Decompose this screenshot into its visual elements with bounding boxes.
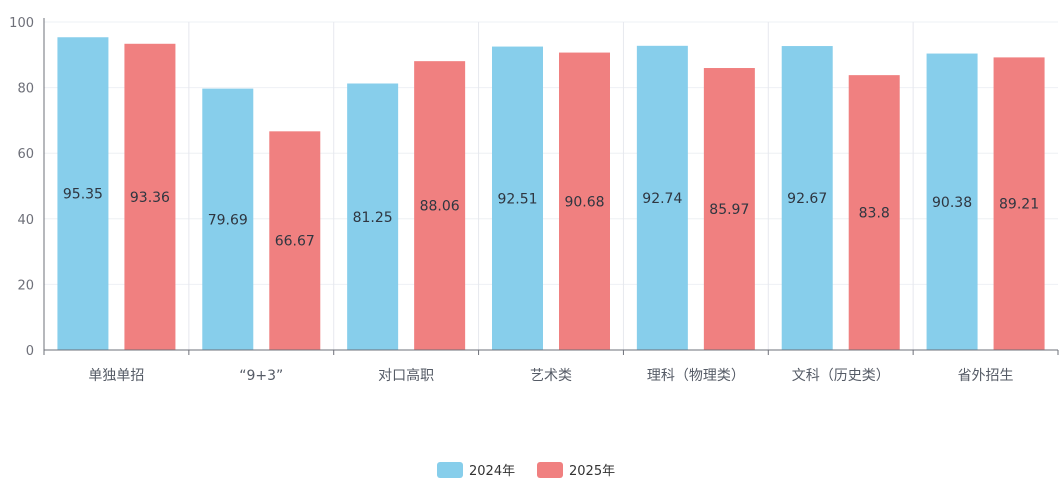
data-label: 81.25 <box>353 210 393 226</box>
x-tick-label: 文科（历史类） <box>792 368 890 384</box>
data-label: 83.8 <box>859 206 890 222</box>
bar-series-2[interactable] <box>703 68 755 350</box>
legend-item[interactable]: 2024年 <box>437 462 515 479</box>
bars: 95.35 93.36 79.69 66.67 81.25 88.06 92.51 90.68… <box>57 37 1045 351</box>
x-axis: 单独单招 “9+3” 对口高职 艺术类 理科（物理类） 文科（历史类） 省外招生 <box>43 349 1059 384</box>
legend-swatch <box>537 462 563 478</box>
x-tick-label: 省外招生 <box>958 368 1014 384</box>
data-label: 92.51 <box>497 191 537 207</box>
data-label: 85.97 <box>709 202 749 218</box>
bar-series-1[interactable] <box>781 46 833 351</box>
data-label: 92.67 <box>787 191 827 207</box>
y-tick-label: 80 <box>17 82 34 97</box>
data-label: 95.35 <box>63 187 103 203</box>
legend-label: 2024年 <box>469 464 515 479</box>
legend-item[interactable]: 2025年 <box>537 462 615 479</box>
data-label: 66.67 <box>275 234 315 250</box>
bar-series-2[interactable] <box>414 61 466 350</box>
data-label: 92.74 <box>642 191 682 207</box>
bar-series-1[interactable] <box>57 37 109 350</box>
data-label: 93.36 <box>130 190 170 206</box>
y-tick-label: 100 <box>9 16 34 31</box>
y-tick-label: 60 <box>17 147 34 162</box>
data-label: 90.68 <box>564 194 604 210</box>
legend-label: 2025年 <box>569 464 615 479</box>
y-axis: 0 20 40 60 80 100 <box>9 16 45 359</box>
x-tick-label: 艺术类 <box>530 368 572 384</box>
data-label: 88.06 <box>420 199 460 215</box>
data-label: 90.38 <box>932 195 972 211</box>
bar-series-2[interactable] <box>848 75 900 351</box>
bar-series-1[interactable] <box>636 45 688 350</box>
bar-series-1[interactable] <box>492 46 543 350</box>
legend-swatch <box>437 462 463 478</box>
bar-series-2[interactable] <box>269 131 321 350</box>
x-tick-label: 对口高职 <box>378 367 434 384</box>
bar-series-1[interactable] <box>202 88 254 351</box>
x-tick-label: 理科（物理类） <box>647 368 745 384</box>
x-tick-label: “9+3” <box>239 368 283 384</box>
data-label: 89.21 <box>999 197 1039 213</box>
bar-series-2[interactable] <box>993 57 1045 350</box>
bar-series-1[interactable] <box>347 83 399 351</box>
bar-series-1[interactable] <box>926 53 978 351</box>
x-tick-label: 单独单招 <box>88 368 144 384</box>
legend[interactable]: 2024年 2025年 <box>437 462 615 479</box>
y-tick-label: 20 <box>17 278 34 293</box>
data-label: 79.69 <box>208 212 248 228</box>
y-tick-label: 0 <box>26 344 34 359</box>
y-tick-label: 40 <box>17 213 34 228</box>
bar-series-2[interactable] <box>124 43 176 350</box>
grid-lines <box>44 21 1058 350</box>
bar-series-2[interactable] <box>559 52 610 350</box>
